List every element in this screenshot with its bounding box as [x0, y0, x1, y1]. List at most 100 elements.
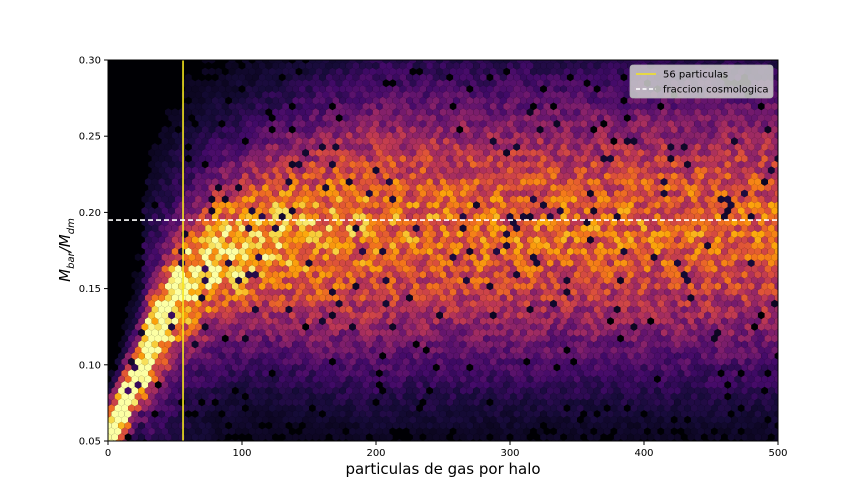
hexbin-cell	[607, 398, 614, 407]
hexbin-cell	[680, 340, 688, 349]
hexbin-cell	[151, 375, 159, 383]
hexbin-cell	[134, 427, 142, 436]
hexbin-cell	[550, 415, 557, 424]
hexbin-cell	[778, 265, 785, 273]
hexbin-cell	[315, 299, 323, 308]
hexbin-cell	[168, 381, 175, 389]
hexbin-cell	[211, 294, 219, 302]
hexbin-cell	[520, 421, 527, 430]
hexbin-cell	[312, 328, 319, 337]
hexbin-cell	[483, 369, 490, 378]
hexbin-cell	[165, 363, 172, 372]
hexbin-cell	[265, 352, 273, 360]
hexbin-cell	[771, 299, 778, 308]
hexbin-cell	[171, 386, 179, 395]
hexbin-cell	[232, 305, 239, 314]
hexbin-cell	[436, 323, 443, 331]
hexbin-cell	[768, 410, 775, 418]
hexbin-cell	[372, 421, 380, 430]
hexbin-cell	[510, 369, 517, 378]
hexbin-cell	[399, 375, 407, 383]
hexbin-cell	[305, 386, 313, 395]
hexbin-cell	[392, 317, 400, 325]
hexbin-cell	[731, 415, 738, 424]
hexbin-cell	[617, 392, 624, 401]
hexbin-cell	[416, 323, 423, 331]
hexbin-cell	[520, 305, 527, 314]
hexbin-cell	[774, 305, 778, 314]
hexbin-cell	[255, 346, 263, 354]
hexbin-cell	[583, 369, 591, 378]
hexbin-cell	[242, 323, 249, 331]
hexbin-cell	[647, 294, 654, 302]
hexbin-cell	[302, 392, 309, 401]
hexbin-cell	[362, 323, 370, 331]
hexbin-cell	[500, 363, 507, 372]
hexbin-cell	[221, 288, 229, 296]
hexbin-cell	[607, 305, 614, 314]
hexbin-cell	[359, 305, 366, 314]
hexbin-cell	[436, 427, 443, 436]
hexbin-cell	[288, 299, 296, 308]
hexbin-cell	[292, 375, 299, 383]
hexbin-cell	[744, 288, 752, 296]
hexbin-cell	[697, 288, 705, 296]
hexbin-cell	[322, 288, 330, 296]
hexbin-cell	[195, 323, 202, 331]
hexbin-cell	[171, 352, 179, 360]
hexbin-cell	[761, 340, 768, 349]
hexbin-cell	[238, 317, 246, 325]
hexbin-cell	[456, 346, 464, 354]
hexbin-cell	[513, 363, 520, 372]
hexbin-cell	[248, 392, 256, 401]
hexbin-cell	[235, 381, 242, 389]
hexbin-cell	[175, 415, 182, 424]
hexbin-cell	[426, 433, 433, 441]
hexbin-cell	[667, 363, 675, 372]
hexbin-cell	[282, 299, 289, 308]
hexbin-cell	[292, 352, 299, 360]
hexbin-cell	[392, 398, 400, 407]
hexbin-cell	[221, 404, 229, 412]
hexbin-cell	[536, 415, 544, 424]
hexbin-cell	[355, 369, 363, 378]
hexbin-cell	[436, 357, 443, 366]
hexbin-cell	[315, 311, 323, 320]
hexbin-cell	[262, 323, 269, 331]
hexbin-cell	[690, 392, 698, 401]
hexbin-cell	[278, 317, 286, 325]
hexbin-cell	[677, 288, 685, 296]
hexbin-cell	[362, 392, 370, 401]
hexbin-cell	[359, 328, 366, 337]
hexbin-cell	[533, 410, 541, 418]
hexbin-cell	[195, 415, 202, 424]
hexbin-cell	[188, 288, 196, 296]
hexbin-cell	[208, 381, 216, 389]
hexbin-cell	[473, 328, 480, 337]
hexbin-cell	[546, 294, 554, 302]
hexbin-cell	[644, 415, 651, 424]
hexbin-cell	[198, 305, 206, 314]
hexbin-cell	[660, 410, 668, 418]
hexbin-cell	[282, 311, 289, 320]
hexbin-cell	[657, 404, 665, 412]
hexbin-cell	[275, 288, 283, 296]
hexbin-cell	[352, 363, 360, 372]
hexbin-cell	[620, 410, 628, 418]
hexbin-cell	[208, 404, 216, 412]
hexbin-cell	[205, 375, 212, 383]
hexbin-cell	[479, 433, 487, 441]
hexbin-cell	[386, 294, 393, 302]
hexbin-cell	[717, 415, 725, 424]
hexbin-cell	[201, 311, 209, 320]
hexbin-cell	[500, 386, 507, 395]
hexbin-cell	[764, 334, 772, 343]
hexbin-cell	[513, 421, 520, 430]
hexbin-cell	[392, 410, 400, 418]
hexbin-cell	[412, 294, 420, 302]
hexbin-cell	[396, 299, 403, 308]
hexbin-cell	[680, 328, 688, 337]
hexbin-cell	[198, 328, 206, 337]
hexbin-cell	[694, 410, 701, 418]
hexbin-cell	[510, 381, 517, 389]
